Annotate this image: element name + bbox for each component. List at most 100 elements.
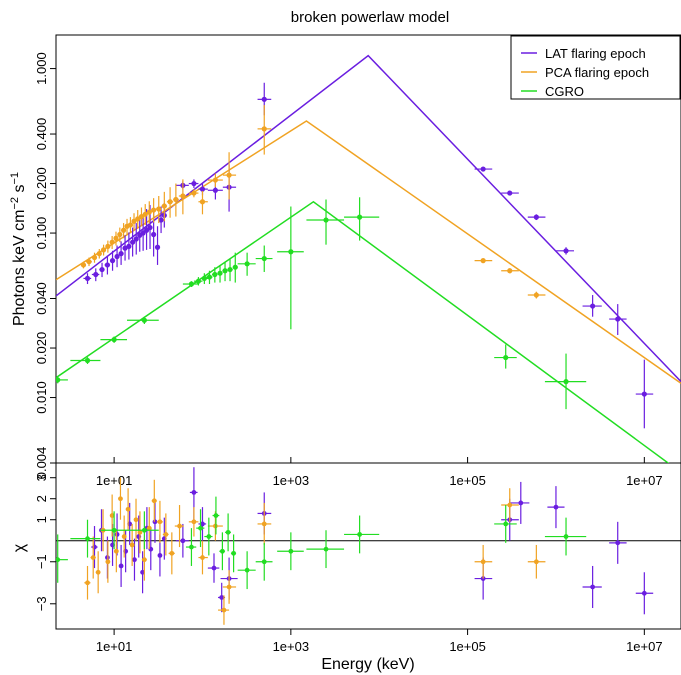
data-point-cgro xyxy=(237,252,256,276)
residual-point-pca-flaring-epoch xyxy=(168,532,175,575)
top-x-tick-label: 1e+07 xyxy=(626,473,663,488)
bottom-y-tick-label: 2 xyxy=(34,495,49,502)
residual-point-pca-flaring-epoch xyxy=(118,477,123,520)
data-point-cgro xyxy=(56,376,68,384)
residual-points xyxy=(56,467,654,625)
top-x-tick-label: 1e+01 xyxy=(96,473,133,488)
data-point-lat-flaring-epoch xyxy=(83,273,92,285)
residual-point-cgro xyxy=(494,505,517,543)
residual-point-pca-flaring-epoch xyxy=(137,511,143,554)
residual-point-pca-flaring-epoch xyxy=(146,507,152,550)
legend-box xyxy=(510,35,681,100)
residual-point-cgro xyxy=(70,519,101,558)
data-point-cgro xyxy=(306,199,345,245)
bottom-x-tick-label: 1e+03 xyxy=(273,639,310,654)
residual-point-pca-flaring-epoch xyxy=(501,488,519,522)
residual-point-cgro xyxy=(306,530,345,569)
residual-point-lat-flaring-epoch xyxy=(175,523,189,558)
data-point-lat-flaring-epoch xyxy=(158,206,164,234)
spectrum-points xyxy=(56,82,654,429)
residual-point-pca-flaring-epoch xyxy=(257,502,272,545)
data-point-pca-flaring-epoch xyxy=(96,249,102,259)
data-point-pca-flaring-epoch xyxy=(113,231,119,246)
data-point-pca-flaring-epoch xyxy=(117,227,123,243)
data-point-pca-flaring-epoch xyxy=(188,189,199,198)
residual-point-pca-flaring-epoch xyxy=(174,505,184,548)
data-point-cgro xyxy=(206,270,213,285)
data-point-pca-flaring-epoch xyxy=(85,257,92,267)
top-y-tick-label: 0.040 xyxy=(34,282,49,315)
residual-point-lat-flaring-epoch xyxy=(635,572,654,615)
data-point-pca-flaring-epoch xyxy=(474,258,493,264)
data-point-lat-flaring-epoch xyxy=(104,255,111,275)
bottom-x-axis: 1e+01 1e+03 1e+05 1e+07 xyxy=(96,629,663,654)
residual-point-pca-flaring-epoch xyxy=(105,540,111,583)
data-point-pca-flaring-epoch xyxy=(146,201,152,224)
bottom-y-tick-label: 1 xyxy=(34,516,49,523)
data-points xyxy=(56,82,654,625)
data-point-cgro xyxy=(127,316,159,324)
data-point-cgro xyxy=(222,261,228,282)
top-y-tick-label: 0.400 xyxy=(34,118,49,151)
data-point-lat-flaring-epoch xyxy=(154,226,161,265)
data-point-lat-flaring-epoch xyxy=(635,359,654,429)
residual-point-cgro xyxy=(56,534,68,583)
residual-point-cgro xyxy=(212,496,220,535)
data-point-lat-flaring-epoch xyxy=(118,241,124,265)
residual-point-lat-flaring-epoch xyxy=(547,486,565,529)
residual-point-lat-flaring-epoch xyxy=(582,565,602,608)
data-point-lat-flaring-epoch xyxy=(109,250,116,271)
residual-point-lat-flaring-epoch xyxy=(509,481,530,524)
data-point-pca-flaring-epoch xyxy=(207,173,223,188)
data-point-cgro xyxy=(182,281,199,287)
residual-point-pca-flaring-epoch xyxy=(474,544,493,579)
top-y-axis: 0.004 0.010 0.020 0.040 0.100 0.200 0.400 1.000 xyxy=(34,52,56,479)
top-x-axis: 1e+01 1e+03 1e+05 1e+07 xyxy=(96,457,663,488)
residual-point-pca-flaring-epoch xyxy=(198,540,208,575)
data-point-lat-flaring-epoch xyxy=(126,232,132,260)
top-x-tick-label: 1e+03 xyxy=(273,473,310,488)
residual-point-pca-flaring-epoch xyxy=(222,570,237,604)
data-point-pca-flaring-epoch xyxy=(105,240,111,253)
residual-point-cgro xyxy=(127,511,159,550)
residual-point-cgro xyxy=(219,532,226,571)
data-point-cgro xyxy=(217,264,223,283)
data-point-cgro xyxy=(544,353,587,410)
residual-point-pca-flaring-epoch xyxy=(156,500,163,543)
residual-point-pca-flaring-epoch xyxy=(162,513,169,556)
residual-point-pca-flaring-epoch xyxy=(129,523,135,566)
x-axis-label: Energy (keV) xyxy=(321,656,414,673)
residual-point-lat-flaring-epoch xyxy=(132,538,137,581)
residual-point-pca-flaring-epoch xyxy=(151,479,157,522)
residual-point-cgro xyxy=(204,517,213,556)
data-point-pca-flaring-epoch xyxy=(120,223,127,239)
data-point-pca-flaring-epoch xyxy=(166,187,174,218)
residual-point-lat-flaring-epoch xyxy=(207,553,220,583)
residual-point-pca-flaring-epoch xyxy=(84,565,91,600)
residual-point-cgro xyxy=(185,528,197,566)
residual-point-lat-flaring-epoch xyxy=(218,582,226,613)
top-y-axis-label: Photons keV cm−2 s−1 xyxy=(9,172,28,326)
data-point-lat-flaring-epoch xyxy=(555,247,574,255)
data-point-lat-flaring-epoch xyxy=(527,214,546,221)
data-point-pca-flaring-epoch xyxy=(222,152,237,200)
residual-point-cgro xyxy=(225,513,231,552)
data-point-cgro xyxy=(211,267,218,283)
data-point-lat-flaring-epoch xyxy=(501,190,519,196)
data-point-lat-flaring-epoch xyxy=(609,304,627,336)
residual-point-pca-flaring-epoch xyxy=(125,488,131,531)
residual-point-lat-flaring-epoch xyxy=(152,500,158,543)
data-point-cgro xyxy=(193,277,203,286)
data-point-pca-flaring-epoch xyxy=(91,252,98,263)
legend-label-cgro: CGRO xyxy=(545,84,584,99)
top-y-tick-label: 0.020 xyxy=(34,332,49,365)
top-y-tick-label: 0.010 xyxy=(34,381,49,414)
bottom-y-tick-label: −3 xyxy=(34,596,49,611)
data-point-pca-flaring-epoch xyxy=(173,183,179,217)
bottom-x-tick-label: 1e+01 xyxy=(96,639,133,654)
bottom-x-tick-label: 1e+05 xyxy=(449,639,486,654)
bottom-panel-frame xyxy=(55,462,681,630)
residual-point-lat-flaring-epoch xyxy=(609,521,627,564)
model-line-pca-flaring-epoch xyxy=(56,120,681,384)
data-point-lat-flaring-epoch xyxy=(133,223,139,255)
